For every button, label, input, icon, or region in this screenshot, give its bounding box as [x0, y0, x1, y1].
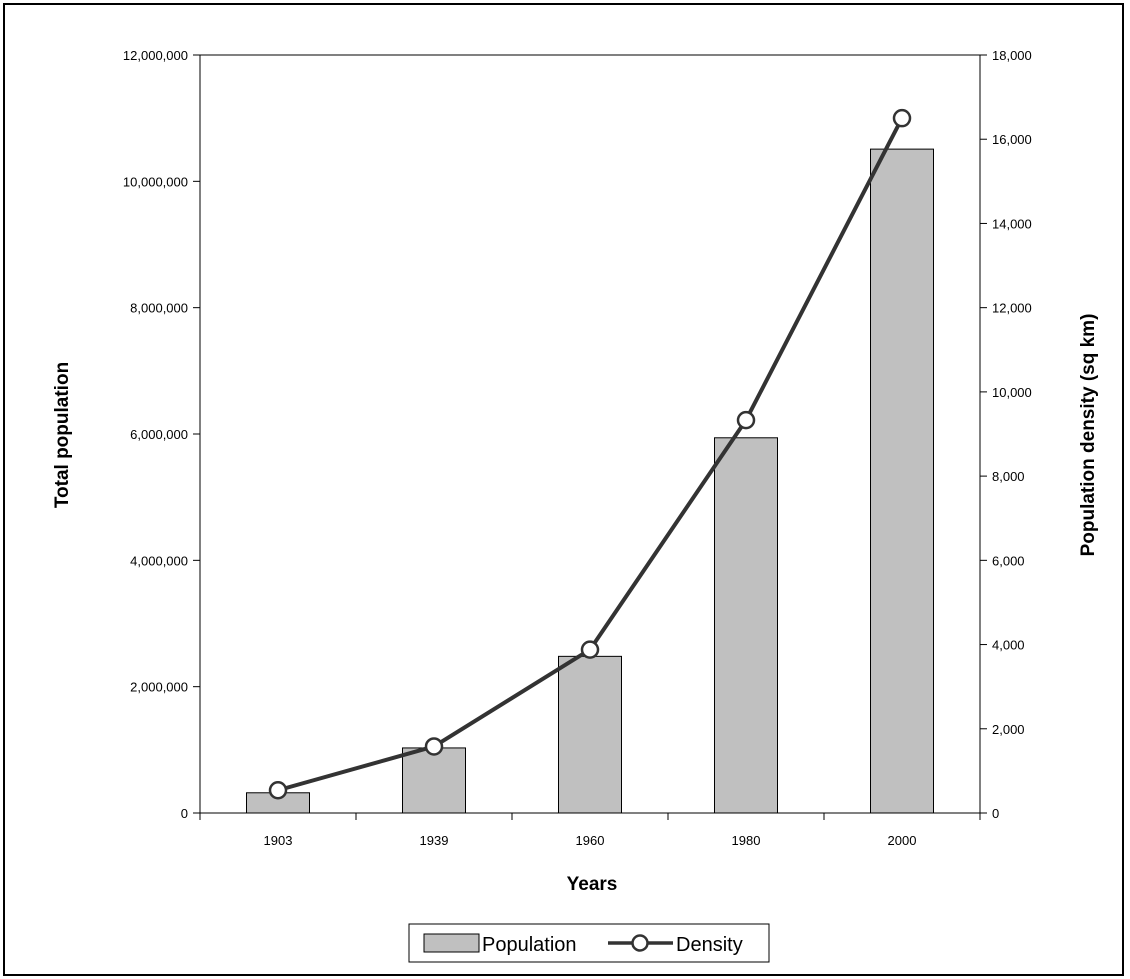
- x-tick-label: 1939: [420, 833, 449, 848]
- legend-density-label: Density: [676, 934, 743, 956]
- legend-density-marker: [631, 934, 649, 952]
- chart-frame: [3, 3, 1124, 976]
- y2-tick-label: 2,000: [992, 722, 1025, 737]
- y2-tick-label: 8,000: [992, 469, 1025, 484]
- y2-tick-label: 10,000: [992, 385, 1032, 400]
- y-tick-label: 6,000,000: [130, 427, 188, 442]
- y2-tick-label: 12,000: [992, 301, 1032, 316]
- y2-tick-label: 16,000: [992, 132, 1032, 147]
- x-tick-label: 1903: [264, 833, 293, 848]
- density-point-1960: [580, 640, 600, 659]
- density-point-2000: [892, 108, 912, 128]
- population-bar-2000: [870, 148, 934, 814]
- bars-layer: [246, 148, 934, 814]
- legend: Population Density: [408, 923, 770, 963]
- legend-population-swatch: [423, 933, 480, 953]
- y-tick-label: 4,000,000: [130, 553, 188, 568]
- y2-tick-label: 6,000: [992, 553, 1025, 568]
- x-tick-label: 2000: [888, 833, 917, 848]
- population-bar-1980: [714, 437, 778, 814]
- x-tick-label: 1980: [732, 833, 761, 848]
- y-axis-title: Total population: [52, 362, 73, 508]
- density-point-1939: [424, 737, 444, 756]
- axes-layer: 0 2,000,000 4,000,000 6,000,000 8,000,000 10,…: [123, 48, 1032, 848]
- y-tick-label: 8,000,000: [130, 301, 188, 316]
- population-bar-1939: [402, 747, 466, 814]
- density-point-1980: [736, 410, 756, 430]
- y2-tick-label: 14,000: [992, 216, 1032, 231]
- population-bar-1960: [558, 655, 622, 814]
- y-tick-label: 10,000,000: [123, 174, 188, 189]
- density-line-layer: [268, 108, 912, 800]
- y2-axis-title: Population density (sq km): [1078, 314, 1099, 557]
- x-tick-label: 1960: [576, 833, 605, 848]
- legend-population-label: Population: [482, 934, 577, 956]
- y2-tick-label: 0: [992, 806, 999, 821]
- y2-tick-label: 4,000: [992, 638, 1025, 653]
- density-point-1903: [268, 781, 288, 800]
- y-tick-label: 12,000,000: [123, 48, 188, 63]
- x-axis-title: Years: [567, 874, 618, 895]
- y2-tick-label: 18,000: [992, 48, 1032, 63]
- y-tick-label: 2,000,000: [130, 680, 188, 695]
- y-tick-label: 0: [181, 806, 188, 821]
